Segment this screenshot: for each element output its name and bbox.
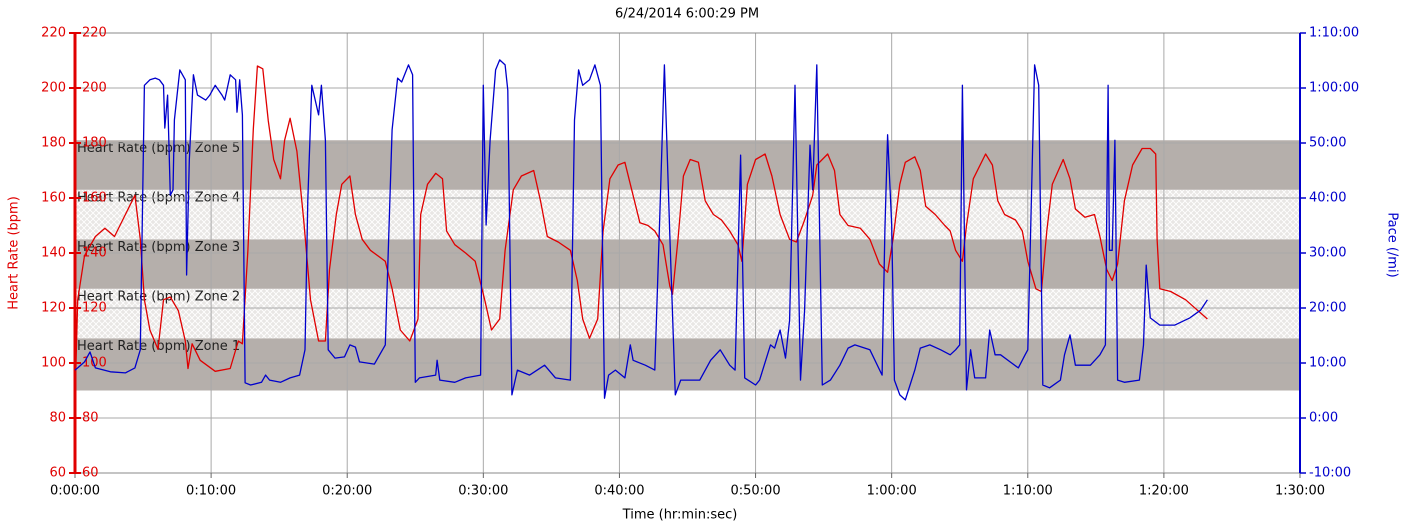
series-line bbox=[74, 65, 1208, 402]
x-tick-label: 1:30:00 bbox=[1275, 484, 1325, 499]
y2-tick-label: 30:00 bbox=[1309, 246, 1346, 261]
y-tick-label-inner: 80 bbox=[82, 411, 99, 426]
x-tick-label: 0:00:00 bbox=[50, 484, 100, 499]
y-tick-label: 80 bbox=[49, 411, 66, 426]
y-tick-label-inner: 180 bbox=[82, 136, 107, 151]
x-tick-label: 0:40:00 bbox=[594, 484, 644, 499]
y-tick-label-inner: 60 bbox=[82, 466, 99, 481]
x-tick-label: 1:20:00 bbox=[1139, 484, 1189, 499]
zone-hatch bbox=[75, 288, 1300, 339]
y-tick-label: 60 bbox=[49, 466, 66, 481]
zone-label: Heart Rate (bpm) Zone 5 bbox=[77, 141, 240, 156]
y2-tick-label: 0:00 bbox=[1309, 411, 1338, 426]
y-tick-label-inner: 120 bbox=[82, 301, 107, 316]
x-tick-label: 1:00:00 bbox=[867, 484, 917, 499]
y-tick-label: 120 bbox=[41, 301, 66, 316]
x-axis-label: Time (hr:min:sec) bbox=[622, 508, 738, 523]
y2-tick-label: 50:00 bbox=[1309, 136, 1346, 151]
y-tick-label: 200 bbox=[41, 81, 66, 96]
x-tick-label: 1:10:00 bbox=[1003, 484, 1053, 499]
zone-label: Heart Rate (bpm) Zone 2 bbox=[77, 289, 240, 304]
y-tick-label: 140 bbox=[41, 246, 66, 261]
x-tick-label: 0:20:00 bbox=[322, 484, 372, 499]
y2-tick-label: 1:10:00 bbox=[1309, 26, 1359, 41]
y-tick-label-inner: 220 bbox=[82, 26, 107, 41]
zone-band bbox=[75, 239, 1300, 289]
x-tick-label: 0:10:00 bbox=[186, 484, 236, 499]
zone-label: Heart Rate (bpm) Zone 3 bbox=[77, 240, 240, 255]
chart-title: 6/24/2014 6:00:29 PM bbox=[615, 7, 759, 22]
y2-axis-label: Pace (/mi) bbox=[1385, 212, 1400, 277]
y-axis-label: Heart Rate (bpm) bbox=[7, 196, 22, 310]
y2-tick-label: 1:00:00 bbox=[1309, 81, 1359, 96]
x-tick-label: 0:30:00 bbox=[458, 484, 508, 499]
y2-tick-label: 40:00 bbox=[1309, 191, 1346, 206]
y2-tick-label: -10:00 bbox=[1309, 466, 1351, 481]
y2-tick-label: 10:00 bbox=[1309, 356, 1346, 371]
series-line bbox=[74, 59, 1208, 401]
x-tick-label: 0:50:00 bbox=[730, 484, 780, 499]
y-tick-label-inner: 200 bbox=[82, 81, 107, 96]
y2-tick-label: 20:00 bbox=[1309, 301, 1346, 316]
y-tick-label: 180 bbox=[41, 136, 66, 151]
y-tick-label-inner: 160 bbox=[82, 191, 107, 206]
y-tick-label: 100 bbox=[41, 356, 66, 371]
y-tick-label: 160 bbox=[41, 191, 66, 206]
y-tick-label: 220 bbox=[41, 26, 66, 41]
